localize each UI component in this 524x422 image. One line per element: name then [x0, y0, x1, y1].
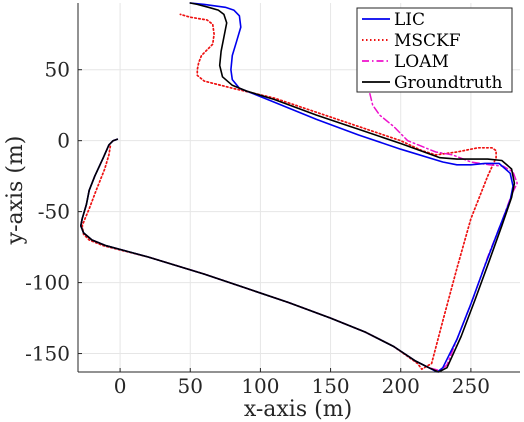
y-tick-label-0: 50: [45, 58, 70, 82]
series-group: [80, 2, 518, 373]
y-axis-label: y-axis (m): [3, 136, 28, 246]
legend-label-loam: LOAM: [394, 52, 449, 72]
series-line-msckf: [81, 13, 497, 371]
y-tick-label-1: 0: [57, 129, 70, 153]
legend-entry-loam: LOAM: [362, 52, 449, 72]
legend: LIC MSCKF LOAM Groundtruth: [356, 7, 513, 93]
x-tick-label-3: 150: [311, 374, 349, 398]
x-tick-label-5: 250: [452, 374, 490, 398]
y-tick-label-4: -150: [25, 342, 70, 366]
legend-entry-msckf: MSCKF: [362, 31, 461, 51]
x-tick-label-1: 50: [178, 374, 203, 398]
x-tick-label-4: 200: [382, 374, 420, 398]
legend-label-groundtruth: Groundtruth: [394, 73, 502, 93]
y-tick-label-2: -50: [38, 200, 70, 224]
legend-box: [356, 7, 513, 93]
series-line-loam: [80, 85, 518, 372]
legend-entry-groundtruth: Groundtruth: [362, 73, 502, 93]
legend-label-lic: LIC: [394, 10, 425, 30]
legend-label-msckf: MSCKF: [394, 31, 461, 51]
y-ticks: 50 0 -50 -100 -150: [25, 58, 82, 366]
x-axis-label: x-axis (m): [244, 397, 352, 422]
x-tick-label-2: 100: [241, 374, 279, 398]
x-ticks: 0 50 100 150 200 250: [114, 368, 490, 398]
legend-entry-lic: LIC: [362, 10, 425, 30]
x-tick-label-0: 0: [114, 374, 127, 398]
series-line-groundtruth: [80, 2, 516, 373]
axes: [77, 3, 520, 373]
y-tick-label-3: -100: [25, 271, 70, 295]
